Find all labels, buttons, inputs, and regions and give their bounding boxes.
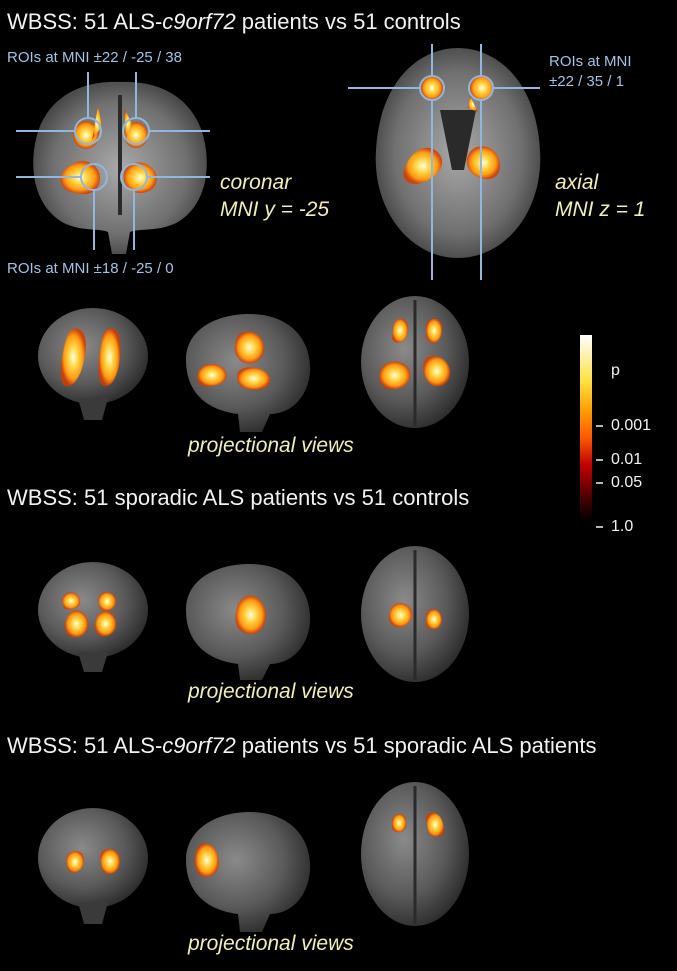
- panel3-title-suffix: patients vs 51 sporadic ALS patients: [235, 733, 597, 758]
- roi-label-coronal-bottom: ROIs at MNI ±18 / -25 / 0: [7, 260, 174, 277]
- panel2-projection-label: projectional views: [188, 680, 354, 703]
- panel2-projection-top: [361, 546, 469, 682]
- coronal-label-line1: coronar: [220, 171, 292, 194]
- axial-label-line2: MNI z = 1: [555, 198, 646, 221]
- panel1-projection-top: [361, 296, 469, 428]
- panel3-title: WBSS: 51 ALS-c9orf72 patients vs 51 spor…: [7, 733, 596, 759]
- coronal-roi-markers: [16, 72, 210, 250]
- panel1-projection-side: [186, 314, 311, 432]
- axial-roi-markers: [348, 44, 540, 280]
- panel1-title: WBSS: 51 ALS-c9orf72 patients vs 51 cont…: [7, 9, 461, 35]
- colorbar-tick-001: 0.01: [611, 451, 643, 468]
- colorbar-tick-marks: [596, 425, 603, 528]
- roi-label-coronal-top: ROIs at MNI ±22 / -25 / 38: [7, 49, 182, 66]
- coronal-label-line2: MNI y = -25: [220, 198, 330, 221]
- colorbar-tick-0001: 0.001: [611, 417, 652, 434]
- axial-slice: [375, 48, 541, 258]
- panel1-title-gene: c9orf72: [162, 9, 236, 34]
- roi-label-axial-line2: ±22 / 35 / 1: [549, 73, 624, 90]
- colorbar-tick-10: 1.0: [611, 518, 634, 535]
- colorbar-tick-005: 0.05: [611, 474, 643, 491]
- panel2-title: WBSS: 51 sporadic ALS patients vs 51 con…: [7, 485, 470, 510]
- colorbar-title: p: [611, 362, 620, 379]
- panel2-projection-side: [186, 564, 311, 680]
- panel3-projection-front: [38, 808, 148, 924]
- colorbar: [580, 335, 592, 521]
- panel3-title-prefix: WBSS: 51 ALS-: [7, 733, 163, 758]
- axial-label-line1: axial: [555, 171, 599, 194]
- panel1-title-suffix: patients vs 51 controls: [235, 9, 461, 34]
- panel3-projection-side: [186, 812, 311, 932]
- roi-label-axial-line1: ROIs at MNI: [549, 53, 632, 70]
- panel1-title-prefix: WBSS: 51 ALS-: [7, 9, 163, 34]
- panel1-projection-label: projectional views: [188, 434, 354, 457]
- panel3-title-gene: c9orf72: [162, 733, 236, 758]
- coronal-slice: [33, 81, 207, 254]
- panel3-projection-label: projectional views: [188, 932, 354, 955]
- panel2-projection-front: [38, 562, 148, 672]
- panel3-projection-top: [361, 782, 469, 926]
- panel1-projection-front: [38, 308, 148, 420]
